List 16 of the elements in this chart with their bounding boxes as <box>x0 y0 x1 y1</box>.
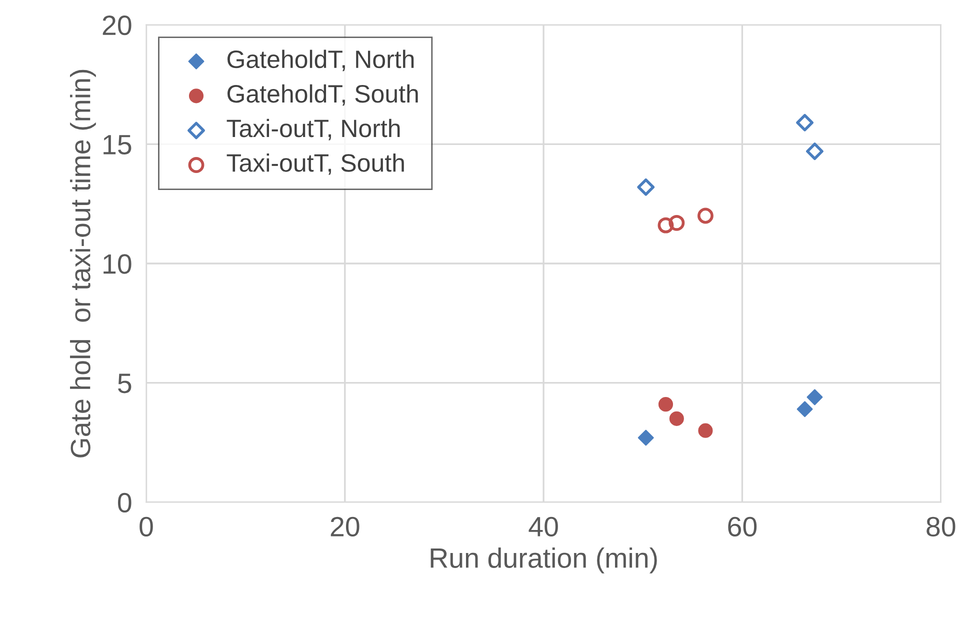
x-tick-label: 0 <box>140 516 153 536</box>
legend-label: Taxi-outT, South <box>226 153 404 175</box>
x-tick-label: 60 <box>728 516 757 536</box>
x-tick-label: 40 <box>528 516 558 536</box>
x-axis-title: Run duration (min) <box>430 548 657 574</box>
y-axis-title: Gate hold or taxi-out time (min) <box>70 70 96 458</box>
legend-label: GateholdT, North <box>228 50 414 72</box>
x-tick-label: 20 <box>330 516 360 536</box>
y-tick-label: 10 <box>104 254 132 274</box>
x-tick-label: 80 <box>926 516 956 536</box>
y-tick-label: 20 <box>102 15 132 36</box>
y-tick-label: 0 <box>118 492 132 513</box>
legend-label: GateholdT, South <box>228 84 418 106</box>
y-tick-label: 15 <box>104 135 132 154</box>
legend-label: Taxi-outT, North <box>226 118 400 140</box>
y-tick-label: 5 <box>118 374 132 394</box>
